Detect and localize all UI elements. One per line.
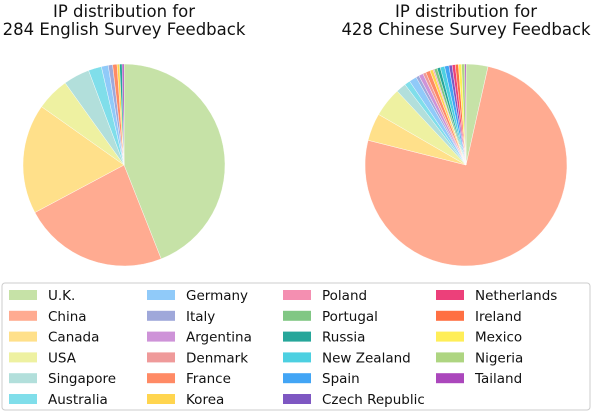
left-pie xyxy=(22,63,226,267)
legend-label-russia: Russia xyxy=(322,330,365,346)
legend-swatch-italy xyxy=(147,310,175,321)
legend-swatch-portugal xyxy=(283,310,311,321)
legend-label-china: China xyxy=(48,309,87,325)
legend-swatch-argentina xyxy=(147,331,175,342)
legend-label-portugal: Portugal xyxy=(322,309,378,325)
legend-swatch-russia xyxy=(283,331,311,342)
legend-swatch-mexico xyxy=(436,331,464,342)
legend-label-mexico: Mexico xyxy=(475,330,522,346)
legend-swatch-czech-republic xyxy=(283,394,311,404)
legend-swatch-canada xyxy=(9,331,37,342)
legend-label-spain: Spain xyxy=(322,371,360,387)
left-chart-title-line2: 284 English Survey Feedback xyxy=(3,20,246,39)
legend-label-nigeria: Nigeria xyxy=(475,350,523,366)
legend-label-australia: Australia xyxy=(48,392,108,408)
legend-swatch-new-zealand xyxy=(283,352,311,363)
legend-label-germany: Germany xyxy=(186,288,248,304)
legend-label-canada: Canada xyxy=(48,330,99,346)
legend-label-argentina: Argentina xyxy=(186,330,252,346)
legend-swatch-singapore xyxy=(9,373,37,384)
legend-swatch-france xyxy=(147,373,175,384)
legend-swatch-denmark xyxy=(147,352,175,363)
legend-label-ireland: Ireland xyxy=(475,309,522,325)
right-chart-title-line2: 428 Chinese Survey Feedback xyxy=(341,20,591,39)
left-slice-china xyxy=(34,164,162,267)
right-chart-title-line1: IP distribution for xyxy=(395,2,537,21)
left-slice-tailand xyxy=(121,63,125,166)
legend-swatch-poland xyxy=(283,290,311,300)
legend-swatch-u-k- xyxy=(9,290,37,300)
legend-swatch-spain xyxy=(283,373,311,384)
right-slice-china xyxy=(364,66,568,267)
legend-label-czech-republic: Czech Republic xyxy=(322,392,425,408)
legend-label-singapore: Singapore xyxy=(48,371,116,387)
legend-label-netherlands: Netherlands xyxy=(475,288,557,304)
right-pie xyxy=(364,63,568,267)
legend-swatch-china xyxy=(9,310,37,321)
left-slice-canada xyxy=(22,106,125,213)
legend-label-poland: Poland xyxy=(322,288,367,304)
legend-swatch-usa xyxy=(9,352,37,363)
legend-label-italy: Italy xyxy=(186,309,215,325)
legend-label-korea: Korea xyxy=(186,392,224,408)
legend: U.K. China Canada USA Singapore Australia Germ… xyxy=(9,288,557,408)
legend-label-usa: USA xyxy=(48,350,77,366)
legend-swatch-ireland xyxy=(436,310,464,321)
legend-label-u-k-: U.K. xyxy=(48,288,75,304)
legend-swatch-australia xyxy=(9,394,37,404)
legend-swatch-netherlands xyxy=(436,290,464,300)
legend-swatch-tailand xyxy=(436,373,464,384)
legend-label-tailand: Tailand xyxy=(474,371,522,387)
legend-label-denmark: Denmark xyxy=(186,350,248,366)
left-chart-title-line1: IP distribution for xyxy=(53,2,195,21)
legend-swatch-korea xyxy=(147,394,175,404)
legend-swatch-nigeria xyxy=(436,352,464,363)
left-slice-u-k- xyxy=(123,63,226,260)
right-slice-tailand xyxy=(464,63,467,166)
legend-swatch-germany xyxy=(147,290,175,300)
legend-label-new-zealand: New Zealand xyxy=(322,350,411,366)
legend-label-france: France xyxy=(186,371,231,387)
